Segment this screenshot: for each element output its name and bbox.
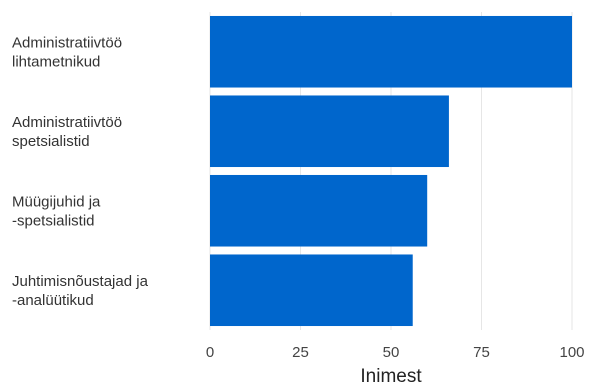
category-label-line: -spetsialistid <box>12 212 95 229</box>
category-label: Administratiivtöö spetsialistid <box>12 114 122 150</box>
category-label-line: Administratiivtöö <box>12 114 122 131</box>
bar <box>210 254 413 327</box>
x-tick-label: 25 <box>292 344 309 361</box>
category-label-line: -analüütikud <box>12 292 94 309</box>
category-label-line: Juhtimisnõustajad ja <box>12 273 149 290</box>
category-label: Müügijuhid ja -spetsialistid <box>12 193 101 229</box>
x-tick-label: 75 <box>473 344 490 361</box>
category-label-line: Administratiivtöö <box>12 34 122 51</box>
x-tick-label: 0 <box>206 344 214 361</box>
bar <box>210 15 572 88</box>
category-label: Administratiivtöö lihtametnikud <box>12 34 122 70</box>
category-label-line: lihtametnikud <box>12 53 100 70</box>
category-labels: Administratiivtöö lihtametnikudAdministra… <box>12 34 149 309</box>
x-tick-label: 100 <box>559 344 584 361</box>
x-axis-ticks: 0 25 50 75 100 <box>206 344 585 361</box>
x-tick-label: 50 <box>383 344 400 361</box>
category-label-line: spetsialistid <box>12 133 90 150</box>
x-axis-title: Inimest <box>360 366 422 387</box>
category-label-line: Müügijuhid ja <box>12 193 101 210</box>
bar <box>210 95 449 168</box>
category-label: Juhtimisnõustajad ja -analüütikud <box>12 273 149 309</box>
bar <box>210 174 428 247</box>
bars <box>210 15 572 327</box>
